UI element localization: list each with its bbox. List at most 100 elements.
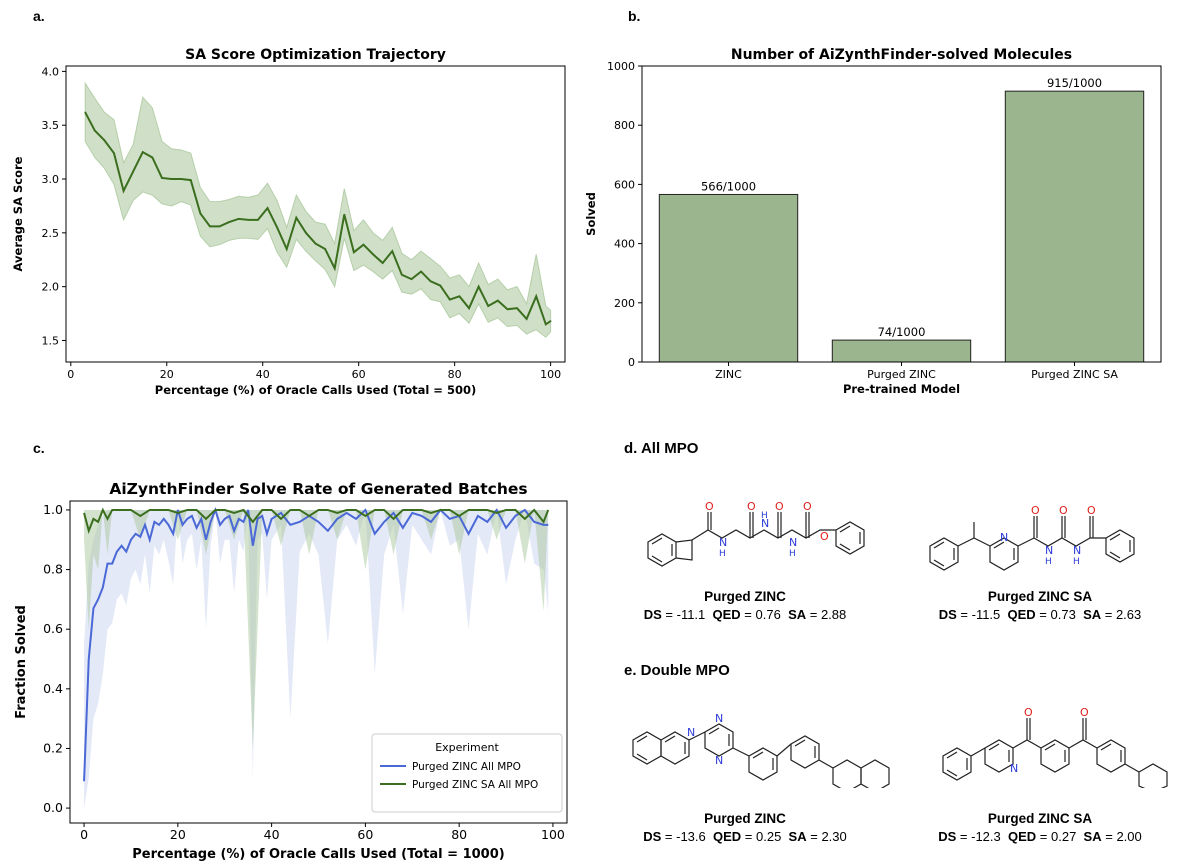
y-tick-label: 2.5 — [42, 227, 60, 240]
panel-letter-b: b. — [628, 8, 641, 24]
data-point — [468, 307, 470, 309]
data-point — [84, 111, 86, 114]
data-point — [161, 177, 163, 179]
data-point — [237, 218, 240, 220]
data-point — [458, 295, 461, 298]
molecule-d-left: O NH O NH O NH O O — [647, 500, 865, 567]
molecule-e-left: N N N — [632, 712, 890, 788]
bar-value-label: 566/1000 — [701, 179, 756, 193]
y-tick-label: 800 — [614, 119, 635, 132]
data-point — [209, 225, 211, 228]
y-axis-label: Fraction Solved — [14, 605, 29, 719]
x-axis-label: Pre-trained Model — [843, 382, 960, 396]
legend-label: Purged ZINC All MPO — [412, 761, 521, 773]
data-point — [353, 251, 355, 254]
y-axis-label: Solved — [584, 192, 598, 236]
y-tick-label: 0.6 — [43, 621, 63, 636]
bar-value-label: 74/1000 — [878, 325, 926, 339]
data-point — [410, 278, 413, 280]
data-point — [477, 285, 480, 288]
data-point — [103, 139, 106, 142]
data-point — [285, 248, 288, 250]
data-point — [218, 225, 221, 228]
section-title-all-mpo: d. All MPO — [624, 440, 699, 457]
data-point — [170, 178, 173, 180]
x-tick-label: ZINC — [715, 368, 742, 381]
x-tick-label: 40 — [264, 827, 280, 842]
data-point — [381, 262, 384, 264]
molecule-name: Purged ZINC — [704, 811, 786, 826]
data-point — [487, 305, 490, 307]
svg-text:O: O — [705, 500, 714, 513]
chart-solve-rate: AiZynthFinder Solve Rate of Generated Ba… — [14, 480, 568, 862]
x-axis-label: Percentage (%) of Oracle Calls Used (Tot… — [155, 383, 476, 397]
svg-text:H: H — [1045, 557, 1052, 567]
svg-text:O: O — [775, 500, 784, 513]
svg-text:N: N — [719, 536, 727, 549]
svg-text:O: O — [803, 500, 812, 513]
caption-d-right: Purged ZINC SA DS = -11.5 QED = 0.73 SA … — [905, 588, 1175, 624]
data-point — [266, 207, 269, 209]
y-tick-label: 2.0 — [42, 281, 60, 294]
x-tick-label: Purged ZINC — [867, 368, 936, 381]
svg-text:N: N — [789, 536, 797, 549]
svg-text:O: O — [1087, 504, 1096, 517]
series-line — [84, 111, 552, 326]
molecule-d-right: N O NH O NH O — [929, 504, 1135, 571]
bar — [658, 193, 799, 363]
series-line — [83, 506, 549, 782]
data-point — [525, 318, 528, 320]
bar — [1004, 90, 1145, 363]
svg-text:O: O — [1080, 706, 1089, 719]
data-point — [549, 320, 552, 322]
chart-title: SA Score Optimization Trajectory — [185, 47, 446, 63]
data-point — [93, 129, 96, 132]
data-point — [497, 299, 499, 302]
plot-frame — [641, 65, 1162, 363]
data-point — [535, 295, 538, 298]
data-point — [122, 190, 125, 192]
y-tick-label: 1.0 — [43, 502, 63, 517]
y-tick-label: 3.5 — [42, 119, 60, 132]
y-tick-label: 0.8 — [43, 562, 63, 577]
svg-text:H: H — [1073, 557, 1080, 567]
data-point — [276, 226, 278, 229]
molecule-name: Purged ZINC — [704, 589, 786, 604]
y-tick-label: 4.0 — [42, 65, 60, 78]
data-point — [151, 156, 154, 159]
data-point — [401, 274, 403, 276]
legend-title: Experiment — [435, 741, 499, 754]
svg-text:O: O — [747, 500, 756, 513]
svg-text:H: H — [789, 549, 796, 559]
svg-text:N: N — [761, 517, 769, 530]
caption-e-right: Purged ZINC SA DS = -12.3 QED = 0.27 SA … — [905, 810, 1175, 846]
data-point — [295, 216, 298, 219]
data-point — [199, 212, 202, 215]
data-point — [545, 323, 547, 326]
data-point — [314, 242, 317, 245]
svg-text:N: N — [715, 712, 723, 725]
x-tick-label: 20 — [170, 827, 186, 842]
chart-solved-molecules: 566/1000 ZINC 74/1000 Purged ZINC 915/1000 Pu… — [584, 47, 1162, 396]
data-point — [516, 307, 518, 309]
y-tick-label: 0.0 — [43, 800, 63, 815]
caption-e-left: Purged ZINC DS = -13.6 QED = 0.25 SA = 2… — [615, 810, 875, 846]
plot-frame — [65, 65, 566, 363]
y-tick-label: 3.0 — [42, 173, 60, 186]
y-tick-label: 0.2 — [43, 740, 63, 755]
y-tick-label: 1.5 — [42, 334, 60, 347]
legend-box — [371, 733, 563, 813]
data-point — [429, 280, 432, 283]
x-tick-label: 0 — [67, 368, 74, 381]
x-axis-label: Percentage (%) of Oracle Calls Used (Tot… — [132, 847, 504, 862]
bar — [831, 339, 972, 363]
legend-label: Purged ZINC SA All MPO — [412, 779, 538, 791]
data-point — [449, 298, 451, 301]
data-point — [372, 253, 374, 256]
x-tick-label: 80 — [451, 827, 467, 842]
svg-text:N: N — [1045, 544, 1053, 557]
x-tick-label: 80 — [448, 368, 462, 381]
svg-text:N: N — [687, 726, 695, 739]
svg-text:O: O — [1024, 706, 1033, 719]
y-tick-label: 0 — [628, 356, 635, 369]
